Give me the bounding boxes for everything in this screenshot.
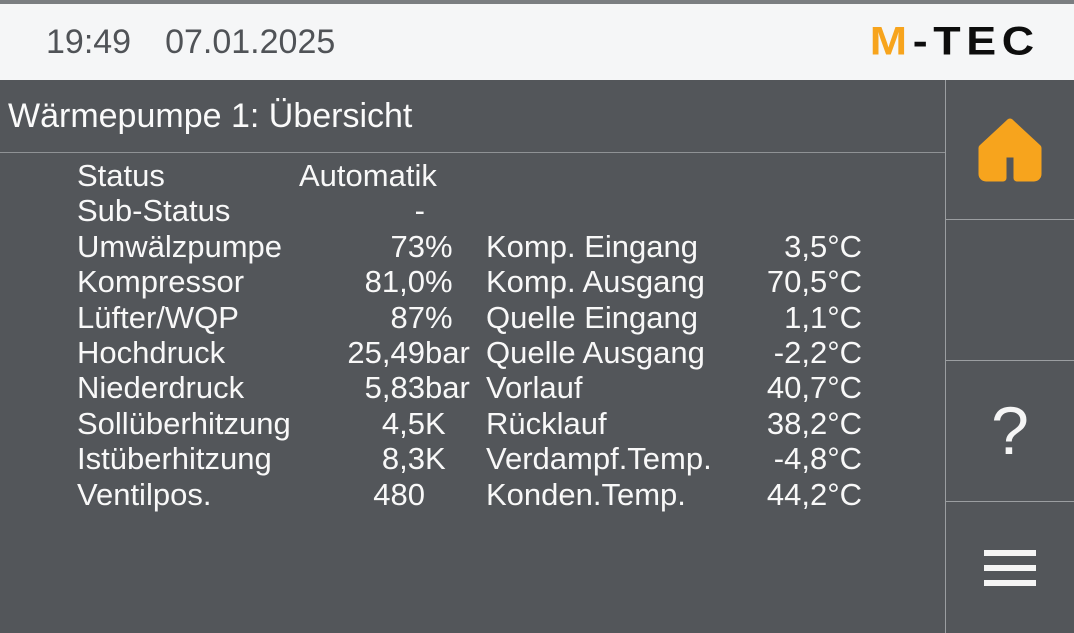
param-label: Ventilpos.: [77, 476, 212, 512]
param-value: -: [414, 193, 425, 229]
menu-icon: [984, 549, 1036, 586]
param-value-right: 40,7°C: [766, 370, 862, 406]
param-label: Sub-Status: [77, 193, 231, 229]
param-value-right: 3,5°C: [784, 228, 862, 264]
param-label: Kompressor: [77, 264, 245, 300]
sidebar: ?: [946, 80, 1074, 633]
param-label-right: [470, 158, 740, 193]
param-label: Sollüberhitzung: [77, 405, 291, 441]
param-label-right: Komp. Ausgang: [486, 264, 705, 300]
param-label-right: Quelle Ausgang: [486, 334, 705, 370]
param-value: 81,0: [364, 264, 425, 300]
param-label: Istüberhitzung: [77, 441, 272, 477]
param-unit: [425, 158, 470, 193]
param-value: 5,83: [364, 370, 425, 406]
param-label-right: Quelle Eingang: [486, 299, 698, 335]
logo-tec-letters: -TEC: [913, 19, 1040, 64]
page-title: Wärmepumpe 1: Übersicht: [0, 80, 945, 153]
mtec-logo: M-TEC: [870, 20, 1040, 65]
parameter-table: Status Automatik Sub-Status - Umwälzpump…: [77, 158, 945, 512]
clock-time: 19:49: [46, 22, 132, 61]
param-label-right: Vorlauf: [486, 370, 583, 406]
table-row-kompressor: Kompressor 81,0 % Komp. Ausgang 70,5°C: [77, 264, 945, 299]
param-unit: bar: [425, 370, 470, 406]
sidebar-empty-section: [946, 220, 1074, 361]
param-unit: bar: [425, 334, 470, 370]
table-row-ventilpos: Ventilpos. 480 Konden.Temp. 44,2°C: [77, 477, 945, 512]
param-unit: [425, 193, 470, 228]
param-value: 480: [373, 476, 425, 512]
param-value-right: 70,5°C: [766, 264, 862, 300]
param-value: 8,3: [381, 441, 425, 477]
header-bar: 19:49 07.01.2025 M-TEC: [0, 4, 1074, 80]
param-label-right: Rücklauf: [486, 405, 607, 441]
param-value-right: -4,8°C: [773, 441, 862, 477]
param-label-right: Verdampf.Temp.: [486, 441, 712, 477]
logo-m-letter: M: [870, 19, 914, 64]
table-row-hochdruck: Hochdruck 25,49 bar Quelle Ausgang -2,2°…: [77, 335, 945, 370]
param-label-right: [470, 193, 740, 228]
param-label-right: Komp. Eingang: [486, 228, 698, 264]
param-value: 25,49: [347, 334, 425, 370]
param-label: Status: [77, 158, 165, 193]
param-value-right: -2,2°C: [773, 334, 862, 370]
param-label: Lüfter/WQP: [77, 299, 239, 335]
param-label-right: Konden.Temp.: [486, 476, 686, 512]
param-label: Niederdruck: [77, 370, 245, 406]
table-row-umwaelzpumpe: Umwälzpumpe 73 % Komp. Eingang 3,5°C: [77, 229, 945, 264]
menu-button[interactable]: [946, 502, 1074, 633]
home-button[interactable]: [946, 80, 1074, 220]
table-row-sollueberhitzung: Sollüberhitzung 4,5 K Rücklauf 38,2°C: [77, 406, 945, 441]
table-row-niederdruck: Niederdruck 5,83 bar Vorlauf 40,7°C: [77, 370, 945, 405]
table-row-status: Status Automatik: [77, 158, 945, 193]
param-unit: K: [425, 405, 446, 441]
param-value-right: 44,2°C: [766, 476, 862, 512]
param-label: Umwälzpumpe: [77, 228, 283, 264]
param-value-right: [740, 158, 862, 193]
param-value-right: 1,1°C: [784, 299, 862, 335]
param-unit: %: [425, 299, 453, 335]
clock-date: 07.01.2025: [165, 22, 336, 61]
param-value: 87: [390, 299, 425, 335]
param-unit: [425, 477, 470, 512]
table-row-substatus: Sub-Status -: [77, 193, 945, 228]
top-strip: [0, 0, 1074, 4]
param-value: 73: [390, 228, 425, 264]
param-unit: %: [425, 264, 453, 300]
help-icon: ?: [991, 393, 1029, 469]
param-unit: K: [425, 441, 446, 477]
table-row-istueberhitzung: Istüberhitzung 8,3 K Verdampf.Temp. -4,8…: [77, 441, 945, 476]
table-row-luefter-wqp: Lüfter/WQP 87 % Quelle Eingang 1,1°C: [77, 300, 945, 335]
param-value-right: [740, 193, 862, 228]
param-value: 4,5: [381, 405, 425, 441]
param-value-right: 38,2°C: [766, 405, 862, 441]
param-label: Hochdruck: [77, 334, 226, 370]
help-button[interactable]: ?: [946, 361, 1074, 502]
main-panel: Wärmepumpe 1: Übersicht Status Automatik…: [0, 80, 946, 633]
param-unit: %: [425, 228, 453, 264]
param-value: Automatik: [299, 158, 437, 193]
content-area: Wärmepumpe 1: Übersicht Status Automatik…: [0, 80, 1074, 633]
home-icon: [978, 118, 1042, 181]
